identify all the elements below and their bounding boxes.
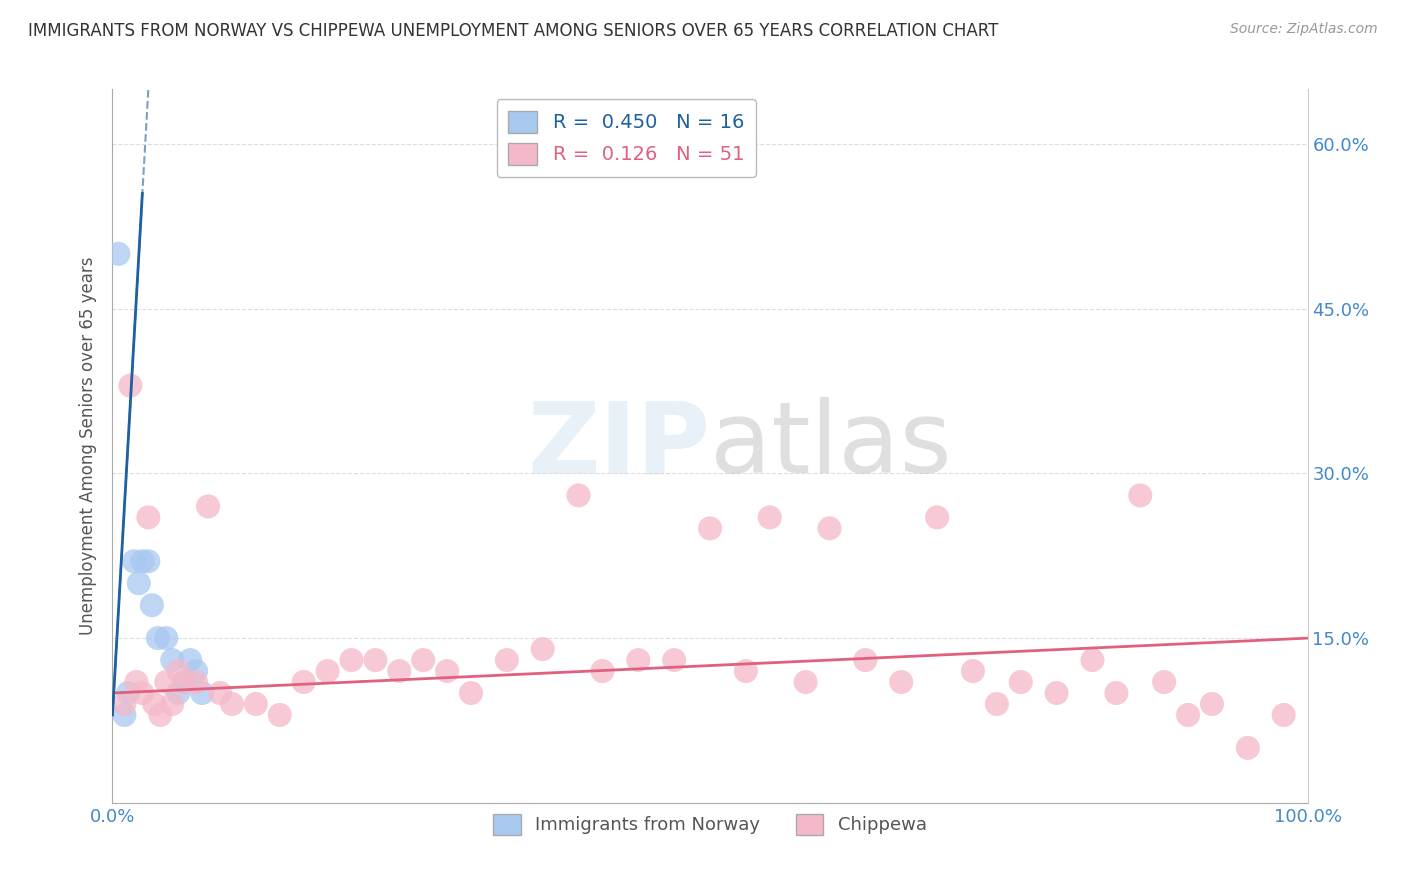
Point bbox=[316, 664, 339, 678]
Point bbox=[138, 554, 160, 568]
Point bbox=[1272, 708, 1295, 723]
Point bbox=[531, 642, 554, 657]
Point bbox=[460, 686, 482, 700]
Point bbox=[340, 653, 363, 667]
Point bbox=[155, 631, 177, 645]
Point bbox=[568, 488, 591, 502]
Point bbox=[496, 653, 519, 667]
Point bbox=[818, 521, 841, 535]
Point bbox=[962, 664, 984, 678]
Text: Source: ZipAtlas.com: Source: ZipAtlas.com bbox=[1230, 22, 1378, 37]
Point bbox=[412, 653, 434, 667]
Point bbox=[292, 675, 315, 690]
Point bbox=[592, 664, 614, 678]
Point bbox=[1129, 488, 1152, 502]
Point bbox=[699, 521, 721, 535]
Point bbox=[1046, 686, 1069, 700]
Point bbox=[364, 653, 387, 667]
Point bbox=[1081, 653, 1104, 667]
Point bbox=[107, 247, 129, 261]
Point bbox=[794, 675, 817, 690]
Y-axis label: Unemployment Among Seniors over 65 years: Unemployment Among Seniors over 65 years bbox=[79, 257, 97, 635]
Point bbox=[627, 653, 650, 667]
Point bbox=[149, 708, 172, 723]
Point bbox=[146, 631, 169, 645]
Point bbox=[143, 697, 166, 711]
Point bbox=[1177, 708, 1199, 723]
Point bbox=[138, 510, 160, 524]
Point bbox=[114, 708, 135, 723]
Point bbox=[179, 653, 201, 667]
Point bbox=[1010, 675, 1032, 690]
Point bbox=[162, 653, 183, 667]
Point bbox=[141, 598, 163, 612]
Text: IMMIGRANTS FROM NORWAY VS CHIPPEWA UNEMPLOYMENT AMONG SENIORS OVER 65 YEARS CORR: IMMIGRANTS FROM NORWAY VS CHIPPEWA UNEMP… bbox=[28, 22, 998, 40]
Point bbox=[269, 708, 291, 723]
Point bbox=[388, 664, 411, 678]
Point bbox=[209, 686, 232, 700]
Point bbox=[117, 686, 139, 700]
Point bbox=[436, 664, 458, 678]
Point bbox=[131, 686, 153, 700]
Text: atlas: atlas bbox=[710, 398, 952, 494]
Point bbox=[186, 664, 208, 678]
Point bbox=[167, 664, 190, 678]
Point bbox=[197, 500, 219, 514]
Point bbox=[128, 576, 150, 591]
Point bbox=[167, 686, 190, 700]
Point bbox=[664, 653, 686, 667]
Point bbox=[890, 675, 912, 690]
Point bbox=[855, 653, 877, 667]
Point bbox=[759, 510, 782, 524]
Point bbox=[1201, 697, 1223, 711]
Text: ZIP: ZIP bbox=[527, 398, 710, 494]
Point bbox=[131, 554, 153, 568]
Point bbox=[114, 697, 135, 711]
Point bbox=[162, 697, 183, 711]
Point bbox=[1153, 675, 1175, 690]
Point bbox=[1105, 686, 1128, 700]
Point bbox=[927, 510, 949, 524]
Point bbox=[173, 675, 195, 690]
Legend: Immigrants from Norway, Chippewa: Immigrants from Norway, Chippewa bbox=[485, 805, 935, 844]
Point bbox=[120, 378, 142, 392]
Point bbox=[1237, 740, 1260, 755]
Point bbox=[191, 686, 214, 700]
Point bbox=[735, 664, 758, 678]
Point bbox=[221, 697, 243, 711]
Point bbox=[155, 675, 177, 690]
Point bbox=[122, 554, 145, 568]
Point bbox=[186, 675, 208, 690]
Point bbox=[173, 675, 195, 690]
Point bbox=[986, 697, 1008, 711]
Point bbox=[125, 675, 148, 690]
Point bbox=[245, 697, 267, 711]
